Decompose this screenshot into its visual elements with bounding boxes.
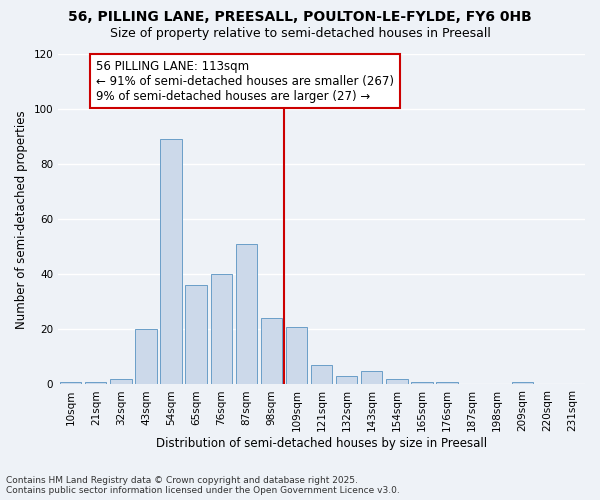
Bar bbox=[60, 382, 82, 384]
Bar bbox=[286, 326, 307, 384]
Text: Size of property relative to semi-detached houses in Preesall: Size of property relative to semi-detach… bbox=[110, 28, 490, 40]
Bar bbox=[85, 382, 106, 384]
Bar bbox=[261, 318, 282, 384]
Text: 56 PILLING LANE: 113sqm
← 91% of semi-detached houses are smaller (267)
9% of se: 56 PILLING LANE: 113sqm ← 91% of semi-de… bbox=[96, 60, 394, 102]
X-axis label: Distribution of semi-detached houses by size in Preesall: Distribution of semi-detached houses by … bbox=[156, 437, 487, 450]
Bar bbox=[110, 379, 131, 384]
Bar bbox=[211, 274, 232, 384]
Bar bbox=[386, 379, 407, 384]
Bar bbox=[361, 370, 382, 384]
Bar bbox=[411, 382, 433, 384]
Y-axis label: Number of semi-detached properties: Number of semi-detached properties bbox=[15, 110, 28, 328]
Text: 56, PILLING LANE, PREESALL, POULTON-LE-FYLDE, FY6 0HB: 56, PILLING LANE, PREESALL, POULTON-LE-F… bbox=[68, 10, 532, 24]
Bar bbox=[185, 286, 207, 384]
Bar bbox=[236, 244, 257, 384]
Bar bbox=[160, 140, 182, 384]
Bar bbox=[136, 330, 157, 384]
Bar bbox=[512, 382, 533, 384]
Text: Contains HM Land Registry data © Crown copyright and database right 2025.
Contai: Contains HM Land Registry data © Crown c… bbox=[6, 476, 400, 495]
Bar bbox=[336, 376, 358, 384]
Bar bbox=[311, 365, 332, 384]
Bar bbox=[436, 382, 458, 384]
